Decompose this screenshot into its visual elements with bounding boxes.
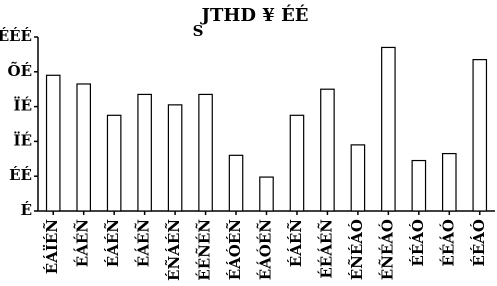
bar — [381, 46, 396, 212]
bar — [45, 74, 61, 212]
bar — [137, 93, 152, 212]
x-tick-label: ÉÁÓÉÑ — [225, 219, 244, 281]
x-tick-label: ÉÑÉÁÓ — [377, 219, 396, 280]
bar — [411, 159, 427, 212]
y-tick-label: ÉÉÉ — [0, 27, 32, 45]
bar — [228, 154, 244, 212]
x-tick-label: ÉÁÉÑ — [103, 219, 122, 268]
x-tick-label: ÉÉÁÓ — [470, 219, 488, 267]
y-tick-label: ÕÉ — [8, 61, 33, 80]
bar — [320, 88, 335, 212]
bar — [167, 104, 183, 212]
bar — [106, 114, 122, 212]
chart-subtitle: S — [193, 22, 204, 40]
x-tick-label: ÉÑÉÁÓ — [347, 219, 366, 280]
y-tick-label: ÉÉ — [9, 166, 32, 184]
x-tick-label: ÉÉÁÓ — [439, 219, 457, 267]
x-tick-label: ÉÉÁÉÑ — [316, 219, 335, 279]
bar — [76, 83, 92, 212]
x-tick-label: ÉÉÑÉÑ — [195, 219, 214, 281]
x-tick-label: ÉÁÉÑ — [134, 219, 153, 268]
y-tick-label: É — [21, 201, 32, 219]
bar — [198, 93, 213, 212]
x-tick-label: ÉÁÏÉÑ — [42, 219, 61, 275]
bar — [350, 144, 366, 212]
x-tick-label: ÉÁÓÉÑ — [256, 219, 275, 281]
x-tick-label: ÉÁÉÑ — [286, 219, 305, 268]
x-tick-label: ÉÉÁÓ — [409, 219, 427, 267]
x-tick-label: ÉÁÉÑ — [73, 219, 92, 268]
chart-title: JTHD ¥ ÉÉ — [199, 3, 308, 26]
bar — [289, 114, 305, 212]
y-tick-label: ÏÉ — [14, 130, 32, 149]
bar — [441, 152, 457, 212]
y-tick-label: ÏÉ — [14, 96, 32, 115]
bar — [472, 59, 488, 212]
x-tick-label: ÉÑÁÉÑ — [164, 219, 183, 281]
bar — [259, 176, 274, 212]
